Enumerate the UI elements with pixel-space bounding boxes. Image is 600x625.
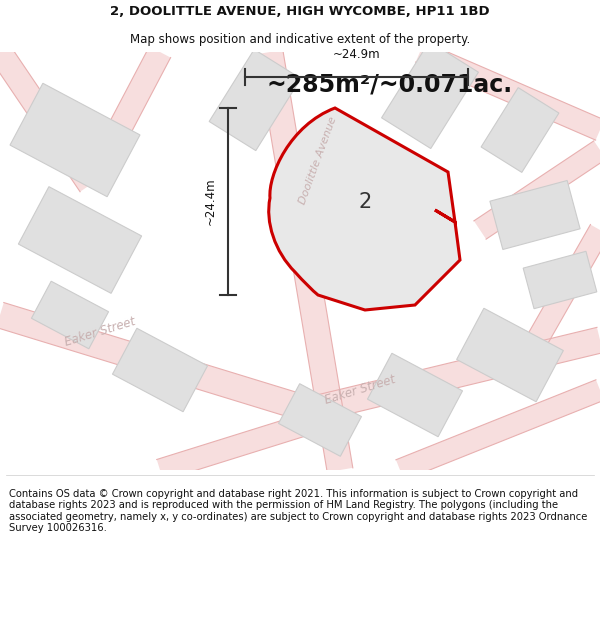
Polygon shape <box>31 281 109 349</box>
Text: Map shows position and indicative extent of the property.: Map shows position and indicative extent… <box>130 32 470 46</box>
Text: 2, DOOLITTLE AVENUE, HIGH WYCOMBE, HP11 1BD: 2, DOOLITTLE AVENUE, HIGH WYCOMBE, HP11 … <box>110 5 490 18</box>
Text: Eaker Street: Eaker Street <box>63 315 137 349</box>
Polygon shape <box>523 251 597 309</box>
Polygon shape <box>382 41 478 149</box>
Polygon shape <box>457 308 563 402</box>
Polygon shape <box>209 49 301 151</box>
Polygon shape <box>19 187 142 293</box>
Text: ~24.9m: ~24.9m <box>332 49 380 61</box>
Text: 2: 2 <box>358 192 371 212</box>
Text: Contains OS data © Crown copyright and database right 2021. This information is : Contains OS data © Crown copyright and d… <box>9 489 587 533</box>
Polygon shape <box>307 328 600 422</box>
Text: ~24.4m: ~24.4m <box>203 177 217 225</box>
Text: ~285m²/~0.071ac.: ~285m²/~0.071ac. <box>267 73 513 97</box>
Polygon shape <box>416 42 600 140</box>
Polygon shape <box>278 384 361 456</box>
Polygon shape <box>10 83 140 197</box>
PathPatch shape <box>269 108 460 310</box>
Polygon shape <box>481 88 559 172</box>
Polygon shape <box>396 380 600 480</box>
Polygon shape <box>0 302 314 423</box>
Polygon shape <box>79 46 170 191</box>
Polygon shape <box>367 353 463 437</box>
Polygon shape <box>511 224 600 376</box>
Text: Doolittle Avenue: Doolittle Avenue <box>298 115 338 205</box>
Polygon shape <box>157 409 323 481</box>
Polygon shape <box>490 181 580 249</box>
Polygon shape <box>314 184 426 276</box>
Polygon shape <box>112 328 208 412</box>
Polygon shape <box>257 50 353 472</box>
Text: Eaker Street: Eaker Street <box>323 373 397 407</box>
Polygon shape <box>474 141 600 239</box>
Polygon shape <box>0 45 100 192</box>
